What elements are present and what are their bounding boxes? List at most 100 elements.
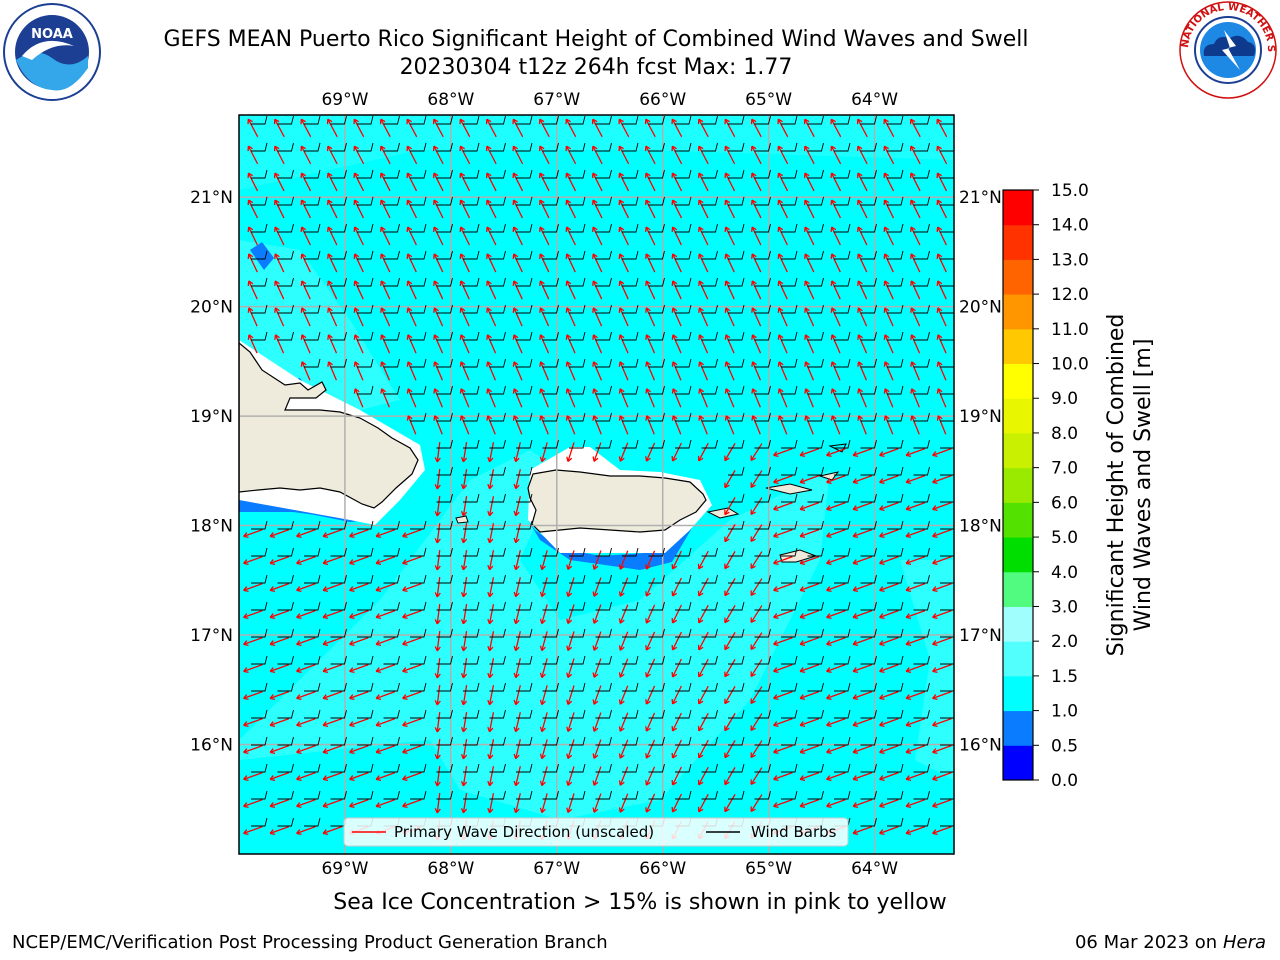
wind-barb [807, 358, 824, 368]
wave-arrow-head [879, 532, 885, 539]
wave-arrow [698, 199, 709, 219]
wave-arrow [565, 118, 577, 138]
wave-arrow [672, 334, 682, 354]
wave-arrow-head [459, 199, 466, 206]
wind-barb [410, 331, 427, 341]
wind-barb [940, 338, 954, 341]
wave-arrow [852, 798, 873, 808]
wind-barb [277, 196, 294, 206]
wave-arrow [436, 657, 441, 679]
wind-barb [569, 628, 586, 638]
wave-arrow-head [406, 253, 413, 259]
wind-barb [304, 628, 321, 638]
wave-arrow [672, 307, 682, 327]
wave-arrow-head [326, 145, 333, 152]
wind-barb [357, 277, 374, 287]
wind-barb [569, 763, 586, 773]
wind-barb [463, 412, 480, 422]
wind-barb [648, 115, 665, 125]
wave-arrow [515, 550, 521, 570]
wave-arrow-head [486, 280, 492, 286]
wave-arrow [512, 145, 524, 165]
wind-barb [569, 412, 586, 422]
wave-arrow [375, 744, 396, 754]
wave-arrow [515, 685, 521, 705]
wave-arrow [698, 172, 709, 192]
wave-arrow [699, 415, 708, 435]
wave-arrow-head [353, 334, 360, 340]
wave-arrow [539, 280, 550, 300]
wind-barb [940, 689, 954, 692]
wave-arrow-head [379, 145, 386, 152]
wave-arrow [857, 172, 868, 192]
wave-arrow [407, 415, 417, 435]
wave-arrow [436, 684, 441, 706]
wind-barb [410, 115, 427, 125]
wave-arrow [462, 469, 468, 489]
wave-arrow [513, 226, 523, 246]
lon-labels-top: 69°W 68°W 67°W 66°W 65°W 64°W [321, 90, 898, 110]
wave-arrow-head [592, 415, 599, 421]
wind-barb [251, 601, 268, 611]
wave-arrow-head [751, 253, 757, 259]
wave-arrow [402, 717, 422, 727]
wave-arrow-head [751, 199, 757, 206]
wind-barb [542, 169, 559, 179]
wind-barb [569, 142, 586, 152]
wave-arrow [932, 663, 952, 673]
wave-arrow [515, 442, 521, 462]
wave-arrow-head [724, 145, 730, 152]
wind-barb [860, 250, 877, 260]
wave-arrow [380, 280, 391, 300]
wave-arrow-head [592, 334, 598, 340]
wave-arrow-head [671, 617, 678, 624]
wave-arrow [513, 388, 523, 408]
wave-arrow-head [883, 172, 890, 179]
wave-arrow [910, 361, 921, 381]
wave-arrow-head [349, 640, 355, 647]
wave-arrow [879, 555, 899, 565]
wind-barb [251, 142, 268, 152]
wind-barb [913, 169, 930, 179]
wave-arrow-head [750, 806, 756, 813]
wave-arrow [879, 636, 899, 646]
wave-arrow-head [269, 532, 276, 539]
footer-host: Hera [1222, 932, 1266, 953]
wave-arrow [672, 442, 682, 462]
land-anegada [818, 471, 840, 481]
wave-arrow [322, 609, 343, 619]
wind-barb [357, 547, 374, 557]
wave-arrow-head [591, 118, 598, 125]
wind-barb [648, 412, 665, 422]
wave-arrow-head [852, 532, 859, 539]
wind-barb [516, 466, 533, 476]
wave-arrow [905, 825, 926, 835]
wind-barb [330, 115, 347, 125]
wave-arrow [459, 199, 471, 219]
wave-arrow-head [434, 727, 441, 733]
wind-barb [489, 304, 506, 314]
wave-arrow [672, 550, 682, 570]
wind-barb [913, 520, 930, 530]
wave-arrow [911, 388, 920, 408]
wave-arrow [354, 307, 364, 327]
wave-arrow-head [826, 478, 832, 485]
wind-barb [860, 304, 877, 314]
wave-arrow-head [698, 334, 704, 340]
wave-arrow [567, 577, 575, 597]
wave-arrow-head [856, 145, 863, 152]
wind-barb [675, 682, 692, 692]
wind-barb [728, 628, 745, 638]
wave-arrow-head [697, 752, 704, 759]
wave-arrow [883, 145, 895, 165]
wind-barb [595, 304, 612, 314]
wave-arrow-head [618, 307, 625, 313]
wind-barb [436, 304, 453, 314]
wave-arrow-head [645, 645, 651, 651]
wind-barb [569, 196, 586, 206]
wave-arrow-head [322, 640, 329, 647]
wave-arrow [645, 361, 656, 381]
wind-barb [807, 250, 824, 260]
wind-barb [887, 601, 904, 611]
wave-arrow [932, 447, 952, 457]
